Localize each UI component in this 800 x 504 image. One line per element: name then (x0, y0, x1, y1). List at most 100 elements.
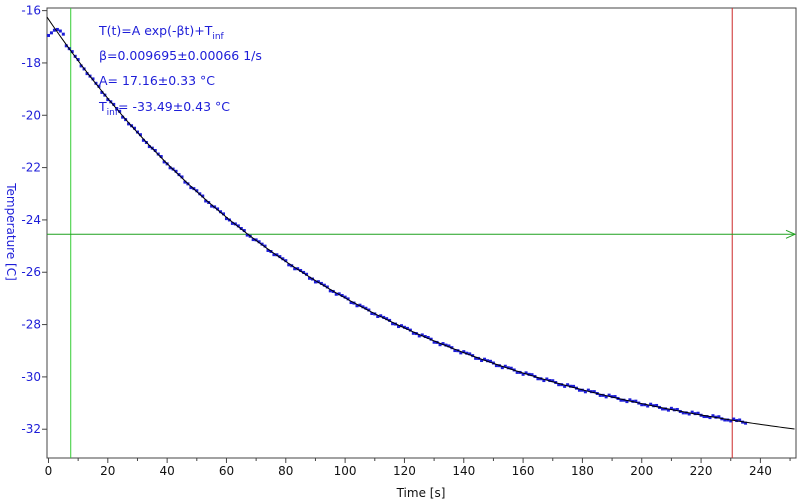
data-point (281, 257, 285, 261)
y-tick-label: -30 (21, 370, 41, 384)
data-point (592, 390, 596, 394)
data-point (708, 416, 712, 420)
data-point (675, 407, 679, 411)
data-point (444, 343, 448, 347)
data-point (551, 379, 555, 383)
data-point (661, 407, 665, 411)
data-point (76, 58, 80, 62)
data-point (459, 351, 463, 355)
data-point (438, 343, 442, 347)
data-point (183, 180, 187, 184)
data-point (272, 253, 276, 257)
data-point (453, 349, 457, 353)
data-point (118, 109, 122, 113)
data-point (204, 199, 208, 203)
data-point (732, 417, 736, 421)
x-tick-label: 120 (393, 464, 416, 478)
data-point (515, 370, 519, 374)
data-point (521, 372, 525, 376)
data-point (634, 399, 638, 403)
data-point (278, 255, 282, 259)
data-point (195, 189, 199, 193)
data-point (296, 267, 300, 271)
data-point (260, 242, 264, 246)
data-point (509, 366, 513, 370)
data-point (216, 207, 220, 211)
data-point (210, 204, 214, 208)
data-point (97, 84, 101, 88)
data-point (536, 377, 540, 381)
data-point (385, 317, 389, 321)
data-point (417, 334, 421, 338)
data-point (729, 419, 733, 423)
data-point (58, 29, 62, 33)
plot-frame (46, 7, 797, 459)
data-point (613, 395, 617, 399)
data-point (316, 280, 320, 284)
model-equation: T(t)=A exp(-βt)+Tinf (98, 23, 225, 42)
data-point (325, 285, 329, 289)
data-point (391, 322, 395, 326)
data-point (586, 388, 590, 392)
data-point (681, 411, 685, 415)
data-point (465, 351, 469, 355)
data-point (723, 418, 727, 422)
data-point (180, 175, 184, 179)
data-point (319, 281, 323, 285)
data-point (566, 383, 570, 387)
x-tick-label: 60 (219, 464, 234, 478)
data-point (480, 359, 484, 363)
data-point (349, 301, 353, 305)
data-point (70, 50, 74, 54)
data-point (305, 272, 309, 276)
data-point (201, 194, 205, 198)
fit-annotation: T(t)=A exp(-βt)+Tinf β=0.009695±0.00066 … (98, 23, 262, 118)
data-point (302, 270, 306, 274)
data-point (159, 155, 163, 159)
data-point (293, 267, 297, 271)
data-point (441, 342, 445, 346)
data-point (367, 308, 371, 312)
data-point (607, 393, 611, 397)
data-point (236, 224, 240, 228)
data-point (221, 212, 225, 216)
data-point (687, 412, 691, 416)
data-point (168, 166, 172, 170)
data-point (462, 350, 466, 354)
data-point (55, 27, 59, 31)
data-point (147, 145, 151, 149)
data-point (127, 122, 131, 126)
data-point (138, 133, 142, 137)
data-point (106, 98, 110, 102)
data-point (299, 268, 303, 272)
data-point (542, 379, 546, 383)
x-tick-label: 240 (749, 464, 772, 478)
data-point (744, 421, 748, 425)
y-tick-label: -28 (21, 318, 41, 332)
data-point (640, 403, 644, 407)
x-tick-label: 40 (159, 464, 174, 478)
data-point (423, 335, 427, 339)
data-point (619, 398, 623, 402)
data-point (738, 418, 742, 422)
data-point (263, 244, 267, 248)
data-point (153, 149, 157, 153)
data-point (397, 325, 401, 329)
data-point (91, 77, 95, 81)
data-point (245, 233, 249, 237)
data-point (503, 364, 507, 368)
y-tick-label: -24 (21, 213, 41, 227)
data-point (46, 33, 50, 37)
data-point (696, 411, 700, 415)
y-tick-label: -18 (21, 56, 41, 70)
data-point (141, 138, 145, 142)
data-point (488, 359, 492, 363)
data-point (494, 364, 498, 368)
data-point (189, 186, 193, 190)
data-point (405, 326, 409, 330)
fit-curve (46, 16, 795, 430)
data-point (322, 283, 326, 287)
x-tick-label: 20 (100, 464, 115, 478)
